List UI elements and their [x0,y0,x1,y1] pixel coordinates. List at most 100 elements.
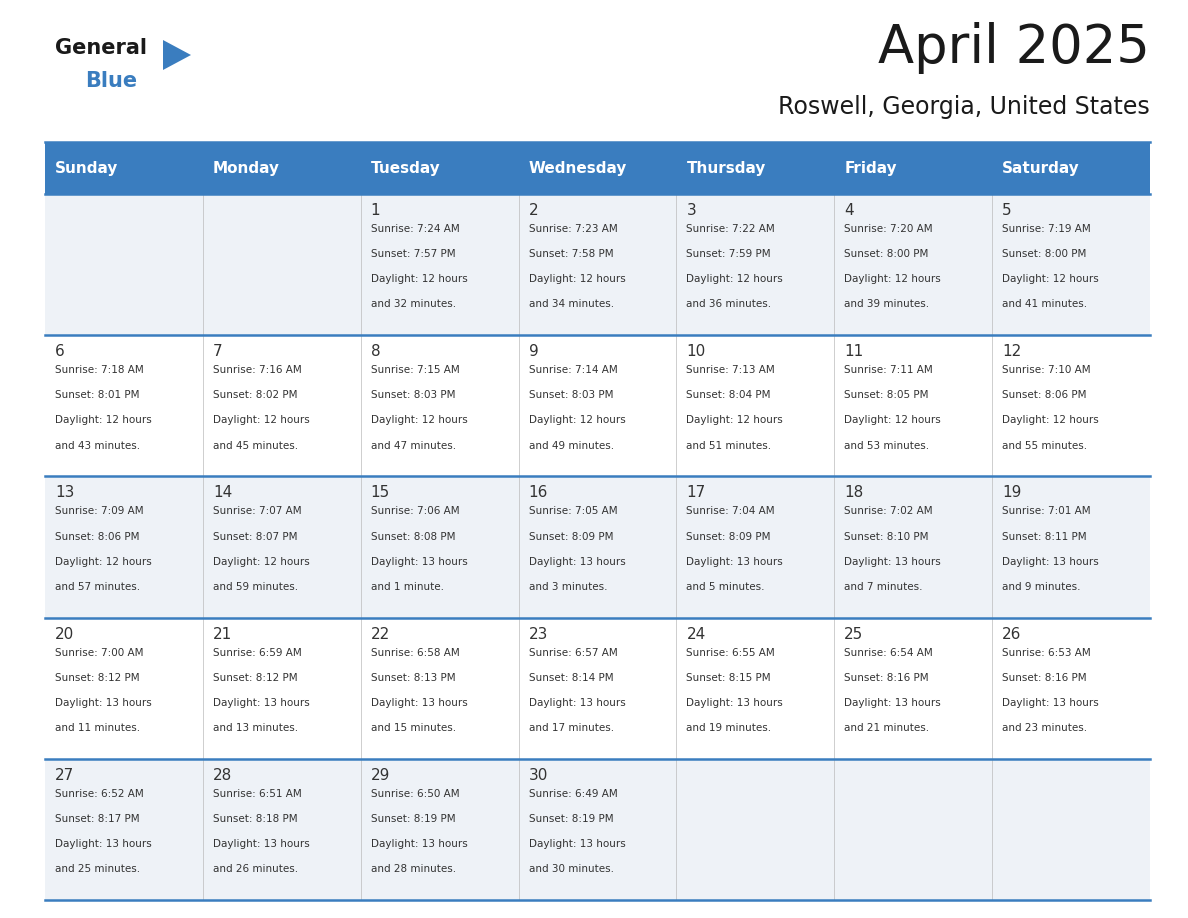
Text: and 25 minutes.: and 25 minutes. [55,864,140,874]
Text: Daylight: 13 hours: Daylight: 13 hours [687,698,783,708]
Text: Sunrise: 7:07 AM: Sunrise: 7:07 AM [213,507,302,517]
Text: 17: 17 [687,486,706,500]
Text: Sunset: 7:57 PM: Sunset: 7:57 PM [371,249,455,259]
Text: 10: 10 [687,344,706,359]
Text: and 32 minutes.: and 32 minutes. [371,299,456,309]
Text: 2: 2 [529,203,538,218]
Text: 12: 12 [1003,344,1022,359]
Text: Daylight: 12 hours: Daylight: 12 hours [55,416,152,425]
Text: Sunrise: 6:49 AM: Sunrise: 6:49 AM [529,789,618,799]
Text: 30: 30 [529,767,548,783]
Text: Daylight: 12 hours: Daylight: 12 hours [371,416,467,425]
Bar [45,618,1150,759]
Text: and 19 minutes.: and 19 minutes. [687,723,771,733]
Text: 13: 13 [55,486,75,500]
Text: Saturday: Saturday [1003,161,1080,175]
Text: Sunset: 8:17 PM: Sunset: 8:17 PM [55,814,140,824]
Text: Sunset: 8:03 PM: Sunset: 8:03 PM [529,390,613,400]
Text: 26: 26 [1003,627,1022,642]
Text: Daylight: 13 hours: Daylight: 13 hours [371,556,467,566]
Text: Daylight: 13 hours: Daylight: 13 hours [1003,698,1099,708]
Text: 23: 23 [529,627,548,642]
Text: Sunrise: 7:13 AM: Sunrise: 7:13 AM [687,365,776,375]
Text: Daylight: 13 hours: Daylight: 13 hours [529,556,625,566]
Text: 29: 29 [371,767,390,783]
Text: 27: 27 [55,767,74,783]
Text: Sunset: 7:59 PM: Sunset: 7:59 PM [687,249,771,259]
Text: Daylight: 13 hours: Daylight: 13 hours [687,556,783,566]
Text: and 47 minutes.: and 47 minutes. [371,441,456,451]
Bar [45,194,1150,335]
Text: 16: 16 [529,486,548,500]
Text: Sunset: 8:07 PM: Sunset: 8:07 PM [213,532,297,542]
Text: 24: 24 [687,627,706,642]
Text: and 59 minutes.: and 59 minutes. [213,582,298,592]
Text: Sunrise: 7:22 AM: Sunrise: 7:22 AM [687,224,776,234]
Text: Sunrise: 6:55 AM: Sunrise: 6:55 AM [687,647,776,657]
Text: Sunset: 8:09 PM: Sunset: 8:09 PM [687,532,771,542]
Text: Daylight: 13 hours: Daylight: 13 hours [529,698,625,708]
Text: Sunrise: 7:05 AM: Sunrise: 7:05 AM [529,507,618,517]
Text: General: General [55,38,147,58]
Text: Sunrise: 6:51 AM: Sunrise: 6:51 AM [213,789,302,799]
Text: Sunset: 8:19 PM: Sunset: 8:19 PM [371,814,455,824]
Text: and 53 minutes.: and 53 minutes. [845,441,929,451]
Text: Daylight: 12 hours: Daylight: 12 hours [529,416,625,425]
Text: and 17 minutes.: and 17 minutes. [529,723,614,733]
Text: Daylight: 13 hours: Daylight: 13 hours [55,698,152,708]
Text: and 45 minutes.: and 45 minutes. [213,441,298,451]
Text: and 5 minutes.: and 5 minutes. [687,582,765,592]
Text: Sunrise: 7:24 AM: Sunrise: 7:24 AM [371,224,460,234]
Text: Sunrise: 7:10 AM: Sunrise: 7:10 AM [1003,365,1091,375]
Text: Daylight: 12 hours: Daylight: 12 hours [845,274,941,285]
Text: 5: 5 [1003,203,1012,218]
Text: Daylight: 12 hours: Daylight: 12 hours [371,274,467,285]
Text: 19: 19 [1003,486,1022,500]
Text: Sunrise: 7:23 AM: Sunrise: 7:23 AM [529,224,618,234]
Text: 6: 6 [55,344,65,359]
Text: Sunset: 8:13 PM: Sunset: 8:13 PM [371,673,455,683]
Text: Daylight: 12 hours: Daylight: 12 hours [1003,274,1099,285]
Text: Sunrise: 7:02 AM: Sunrise: 7:02 AM [845,507,933,517]
Text: 22: 22 [371,627,390,642]
Text: and 11 minutes.: and 11 minutes. [55,723,140,733]
Text: Sunset: 8:09 PM: Sunset: 8:09 PM [529,532,613,542]
Text: Daylight: 13 hours: Daylight: 13 hours [371,839,467,849]
Text: and 28 minutes.: and 28 minutes. [371,864,456,874]
Text: Daylight: 13 hours: Daylight: 13 hours [529,839,625,849]
Text: Sunset: 8:08 PM: Sunset: 8:08 PM [371,532,455,542]
Text: and 7 minutes.: and 7 minutes. [845,582,923,592]
Text: Daylight: 12 hours: Daylight: 12 hours [687,274,783,285]
Text: Friday: Friday [845,161,897,175]
Text: 25: 25 [845,627,864,642]
Text: Roswell, Georgia, United States: Roswell, Georgia, United States [778,95,1150,119]
Text: and 51 minutes.: and 51 minutes. [687,441,771,451]
Polygon shape [163,40,191,70]
Text: April 2025: April 2025 [878,22,1150,74]
Text: Sunrise: 7:00 AM: Sunrise: 7:00 AM [55,647,144,657]
Text: 9: 9 [529,344,538,359]
Text: 4: 4 [845,203,854,218]
Text: Sunset: 8:00 PM: Sunset: 8:00 PM [1003,249,1087,259]
Text: Sunrise: 7:14 AM: Sunrise: 7:14 AM [529,365,618,375]
Text: 15: 15 [371,486,390,500]
Text: and 15 minutes.: and 15 minutes. [371,723,456,733]
Text: Daylight: 13 hours: Daylight: 13 hours [845,556,941,566]
Text: 7: 7 [213,344,222,359]
Text: Sunset: 8:11 PM: Sunset: 8:11 PM [1003,532,1087,542]
Text: Monday: Monday [213,161,280,175]
Text: Sunset: 8:16 PM: Sunset: 8:16 PM [1003,673,1087,683]
Bar [45,476,1150,618]
Text: and 36 minutes.: and 36 minutes. [687,299,771,309]
Text: Wednesday: Wednesday [529,161,627,175]
Text: and 3 minutes.: and 3 minutes. [529,582,607,592]
Text: 3: 3 [687,203,696,218]
Text: and 34 minutes.: and 34 minutes. [529,299,614,309]
Text: Sunrise: 7:09 AM: Sunrise: 7:09 AM [55,507,144,517]
Text: Daylight: 12 hours: Daylight: 12 hours [687,416,783,425]
Text: Sunset: 8:19 PM: Sunset: 8:19 PM [529,814,613,824]
Text: Sunrise: 6:58 AM: Sunrise: 6:58 AM [371,647,460,657]
Text: Sunrise: 7:20 AM: Sunrise: 7:20 AM [845,224,933,234]
Text: 21: 21 [213,627,232,642]
Text: Sunrise: 7:04 AM: Sunrise: 7:04 AM [687,507,775,517]
